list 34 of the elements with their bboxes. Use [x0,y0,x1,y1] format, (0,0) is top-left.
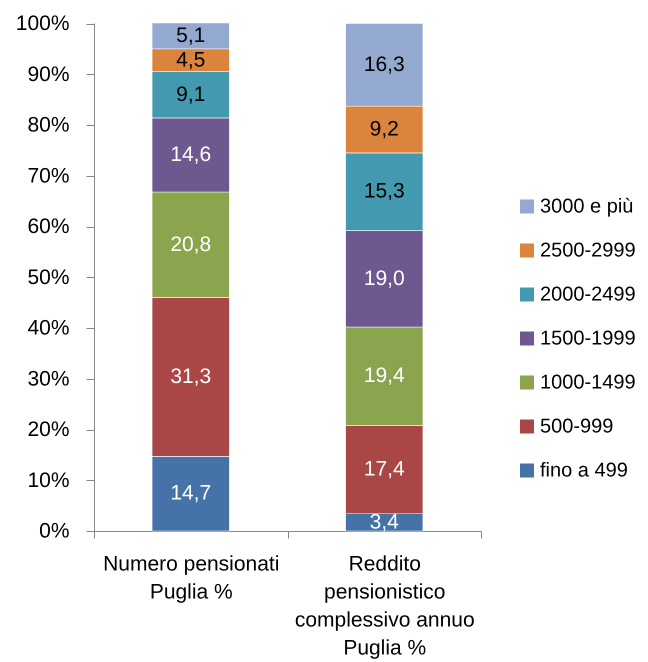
data-label: 3,4 [370,510,400,534]
x-tick-label: Numero pensionati Puglia % [103,552,280,604]
y-tick-label: 90% [27,62,70,86]
legend-label: fino a 499 [540,460,628,482]
legend-label: 500-999 [540,416,614,438]
data-label: 9,1 [176,82,206,106]
y-tick-label: 20% [27,418,70,441]
x-tick-label: Reddito pensionistico complessivo annuo Puglia % [294,552,475,660]
legend-label: 1000-1499 [540,372,636,394]
legend-label: 3000 e più [540,196,634,218]
data-label: 16,3 [364,52,405,76]
y-tick-label: 50% [27,266,70,289]
data-label: 14,7 [170,482,212,505]
y-tick-label: 30% [27,367,70,390]
legend-label: 1500-1999 [540,328,636,350]
y-tick-label: 100% [16,12,70,36]
y-tick-label: 60% [27,215,70,238]
data-label: 4,5 [176,48,206,72]
data-label: 17,4 [364,458,406,481]
y-tick-label: 70% [27,164,70,188]
y-tick-label: 80% [27,114,70,137]
legend-label: 2000-2499 [540,284,636,306]
data-label: 31,3 [170,364,212,388]
data-label: 5,1 [176,24,206,47]
data-label: 15,3 [364,180,405,203]
data-label: 19,0 [364,266,405,290]
y-tick-label: 10% [27,468,70,492]
data-label: 20,8 [170,232,212,256]
data-label: 9,2 [370,118,399,141]
data-label: 19,4 [364,364,406,388]
legend-label: 2500-2999 [540,240,636,262]
y-tick-label: 0% [39,520,70,542]
data-label: 14,6 [170,142,212,166]
y-tick-label: 40% [27,316,70,340]
